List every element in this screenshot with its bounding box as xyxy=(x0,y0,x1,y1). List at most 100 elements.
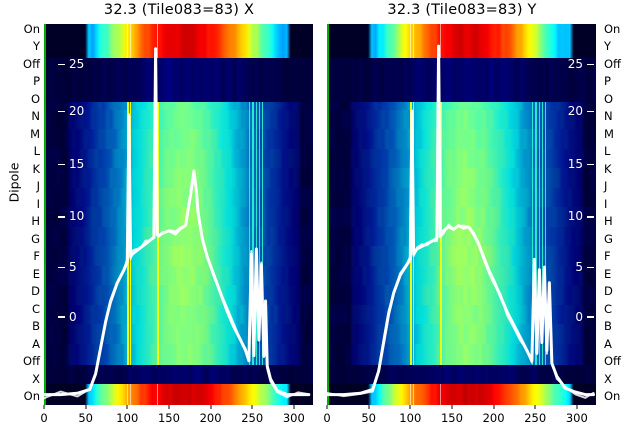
profile-line xyxy=(327,46,594,394)
profile-line-secondary xyxy=(44,50,309,398)
dipole-tick-label: C xyxy=(604,301,613,316)
dipole-tick-label: M xyxy=(30,126,40,141)
profile-line-secondary xyxy=(327,49,594,398)
heatmap-streak xyxy=(541,207,544,227)
heatmap-streak xyxy=(541,129,544,149)
heatmap-streak xyxy=(127,384,129,405)
dipole-tick-label: L xyxy=(33,144,40,159)
heatmap-streak xyxy=(440,109,442,130)
heatmap-streak xyxy=(255,324,257,344)
dipole-tick-label: Off xyxy=(23,56,40,71)
heatmap-streak xyxy=(538,129,540,149)
dipole-tick-label: A xyxy=(604,336,612,351)
dipole-tick-label: L xyxy=(604,144,611,159)
dipole-tick-label: E xyxy=(604,266,612,281)
heatmap-streak xyxy=(541,187,544,208)
heatmap-streak xyxy=(252,148,254,169)
dipole-tick-label: X xyxy=(32,371,40,386)
heatmap-streak xyxy=(541,343,544,365)
heatmap-streak xyxy=(541,246,544,266)
heatmap-streak xyxy=(440,304,442,325)
heatmap-streak xyxy=(440,102,442,110)
heatmap-streak xyxy=(255,102,257,110)
heatmap-streak xyxy=(538,246,540,266)
heatmap-streak xyxy=(255,148,257,169)
heatmap-streak xyxy=(440,265,442,286)
heatmap-streak xyxy=(410,265,412,286)
heatmap-streak xyxy=(410,24,412,58)
heatmap-streak xyxy=(255,129,257,149)
heatmap-streak xyxy=(545,129,547,149)
heatmap-streak xyxy=(248,109,251,130)
dipole-tick-label: J xyxy=(36,179,40,194)
heatmap-streak xyxy=(440,24,442,58)
overlay-curve-y xyxy=(327,24,596,405)
heatmap-streak xyxy=(248,102,251,110)
heatmap-streak xyxy=(535,168,537,188)
heatmap-streak xyxy=(252,246,254,266)
heatmap-streak xyxy=(258,246,261,266)
heatmap-streak xyxy=(252,129,254,149)
heatmap-streak xyxy=(440,129,442,149)
heatmap-streak xyxy=(538,102,540,110)
heatmap-streak xyxy=(545,226,547,247)
heatmap-streak xyxy=(258,148,261,169)
dipole-tick-label: H xyxy=(604,214,613,229)
heatmap-streak xyxy=(258,168,261,188)
heatmap-streak xyxy=(129,384,131,405)
heatmap-streak xyxy=(258,343,261,365)
heatmap-streak xyxy=(410,285,412,305)
heatmap-band xyxy=(44,109,313,130)
x-axis-right: 0 50 100 150 200 250 300 xyxy=(323,405,596,435)
heatmap-streak xyxy=(258,187,261,208)
dipole-tick-label: On xyxy=(23,22,40,36)
heatmap-streak xyxy=(531,207,534,227)
heatmap-streak xyxy=(541,102,544,110)
heatmap-streak xyxy=(410,343,412,365)
heatmap-streak xyxy=(258,102,261,110)
heatmap-streak xyxy=(535,102,537,110)
dipole-tick-label: D xyxy=(31,284,40,299)
heatmap-streak xyxy=(531,187,534,208)
heatmap-streak xyxy=(410,384,412,405)
dipole-tick-label: P xyxy=(33,74,40,89)
heatmap-streak xyxy=(248,129,251,149)
dipole-tick-label: On xyxy=(604,389,621,403)
heatmap-streak xyxy=(412,24,414,58)
heatmap-streak xyxy=(412,324,414,344)
heatmap-panel-y[interactable]: 25 20 15 10 5 0 xyxy=(327,24,596,405)
heatmap-streak xyxy=(412,265,414,286)
heatmap-streak xyxy=(157,324,159,344)
heatmap-streak xyxy=(545,207,547,227)
heatmap-panel-x[interactable]: 25 20 15 10 5 0 xyxy=(44,24,313,405)
heatmap-streak xyxy=(157,24,159,58)
heatmap-streak xyxy=(538,109,540,130)
heatmap-streak xyxy=(129,102,131,110)
heatmap-band xyxy=(327,24,596,58)
dipole-tick-label: K xyxy=(604,161,612,176)
dipole-tick-label: N xyxy=(31,109,40,124)
heatmap-streak xyxy=(412,285,414,305)
heatmap-streak xyxy=(262,187,264,208)
profile-line xyxy=(44,49,309,395)
dipole-tick-label: Y xyxy=(604,39,612,54)
heatmap-streak xyxy=(127,324,129,344)
heatmap-streak xyxy=(252,102,254,110)
heatmap-streak xyxy=(129,324,131,344)
heatmap-streak xyxy=(538,226,540,247)
dipole-tick-label: G xyxy=(31,231,40,246)
heatmap-streak xyxy=(535,129,537,149)
heatmap-streak xyxy=(545,148,547,169)
heatmap-streak xyxy=(412,304,414,325)
dipole-tick-label: O xyxy=(604,91,614,106)
heatmap-streak xyxy=(255,109,257,130)
heatmap-streak xyxy=(535,246,537,266)
dipole-tick-label: Off xyxy=(604,354,621,369)
heatmap-streak xyxy=(440,343,442,365)
heatmap-streak xyxy=(531,109,534,130)
heatmap-streak xyxy=(541,226,544,247)
heatmap-streak xyxy=(535,109,537,130)
heatmap-streak xyxy=(248,168,251,188)
heatmap-streak xyxy=(531,148,534,169)
